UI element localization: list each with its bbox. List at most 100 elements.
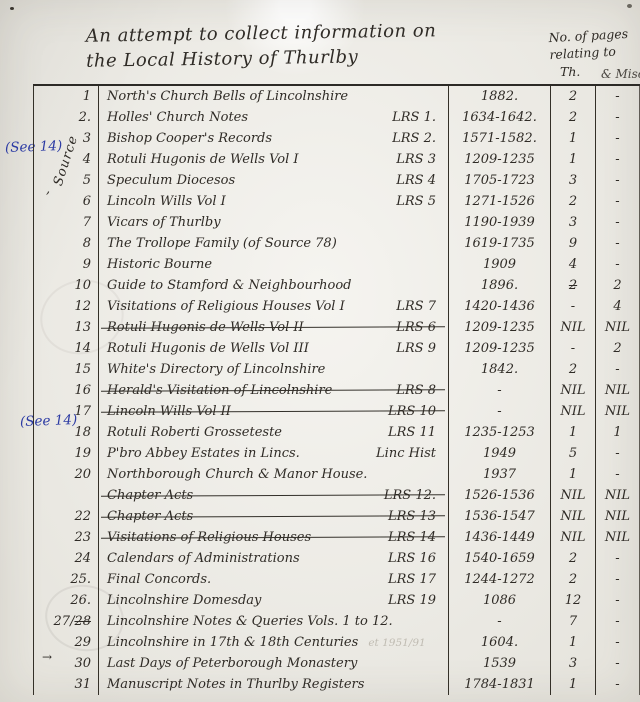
row-misc-pages: 1 <box>613 425 622 440</box>
row-lrs-reference: LRS 11 <box>387 425 436 440</box>
row-title-cell: Lincolnshire in 17th & 18th Centuries et… <box>98 632 448 653</box>
row-date: 1209-1235 <box>464 152 535 167</box>
row-title-cell: Rotuli Hugonis de Wells Vol I LRS 3 <box>98 149 448 170</box>
row-lrs-reference: Linc Hist <box>376 446 436 461</box>
row-title-cell: Last Days of Peterborough Monastery <box>98 653 448 674</box>
row-thurlby-pages-cell: 2 <box>550 275 595 296</box>
row-thurlby-pages: - <box>570 341 576 356</box>
row-thurlby-pages: 2 <box>568 551 578 566</box>
row-thurlby-pages-cell: 2 <box>550 86 595 107</box>
row-thurlby-pages-cell: 7 <box>550 611 595 632</box>
row-thurlby-pages-cell: 3 <box>550 212 595 233</box>
row-thurlby-pages: 7 <box>568 614 578 629</box>
row-date-cell: 1705-1723 <box>448 170 550 191</box>
table-row: 12 Visitations of Religious Houses Vol I… <box>33 296 640 317</box>
pages-header-line2: relating to <box>549 43 617 62</box>
row-misc-pages-cell: - <box>595 611 640 632</box>
row-title-cell: Chapter Acts LRS 13 <box>98 506 448 527</box>
row-thurlby-pages: NIL <box>560 383 586 398</box>
row-lrs-reference: LRS 8 <box>396 383 436 398</box>
row-misc-pages: - <box>615 131 620 146</box>
row-lrs-reference: LRS 6 <box>396 320 436 335</box>
row-number-cell: 15 <box>33 359 98 380</box>
row-misc-pages-cell: - <box>595 233 640 254</box>
column-header-misc: & Misc <box>601 67 640 81</box>
row-thurlby-pages: 4 <box>568 257 578 272</box>
row-title-cell: Lincolnshire Notes & Queries Vols. 1 to … <box>98 611 448 632</box>
row-title-cell: Visitations of Religious Houses LRS 14 <box>98 527 448 548</box>
row-thurlby-pages: 1 <box>568 425 578 440</box>
pages-column-header: No. of pages relating to <box>548 26 629 63</box>
row-title-cell: White's Directory of Lincolnshire <box>98 359 448 380</box>
row-thurlby-pages-cell: 1 <box>550 632 595 653</box>
row-date: 1526-1536 <box>464 488 535 503</box>
row-number: 7 <box>82 215 91 230</box>
row-misc-pages-cell: - <box>595 569 640 590</box>
table-row: 8 The Trollope Family (of Source 78) 161… <box>33 233 640 254</box>
row-misc-pages: NIL <box>604 488 631 503</box>
row-number-cell: 5 <box>33 170 98 191</box>
row-thurlby-pages: 1 <box>568 467 578 482</box>
row-date-cell: 1882. <box>448 86 550 107</box>
table-row: Chapter Acts LRS 12. 1526-1536 NIL NIL <box>33 485 640 506</box>
row-title-cell: Rotuli Hugonis de Wells Vol II LRS 6 <box>98 317 448 338</box>
ink-speck <box>10 7 14 10</box>
table-row: 4 Rotuli Hugonis de Wells Vol I LRS 3 12… <box>33 149 640 170</box>
row-lrs-reference: LRS 10 <box>387 404 436 419</box>
row-title: Rotuli Hugonis de Wells Vol III <box>107 341 309 356</box>
row-misc-pages-cell: NIL <box>595 485 640 506</box>
row-misc-pages: - <box>615 467 620 482</box>
row-date-cell: 1896. <box>448 275 550 296</box>
row-misc-pages: 2 <box>613 341 622 356</box>
row-title-cell: P'bro Abbey Estates in Lincs. Linc Hist <box>98 443 448 464</box>
row-thurlby-pages-cell: NIL <box>550 527 595 548</box>
row-number-cell: 4 <box>33 149 98 170</box>
table-row: 14 Rotuli Hugonis de Wells Vol III LRS 9… <box>33 338 640 359</box>
row-thurlby-pages-cell: 12 <box>550 590 595 611</box>
row-lrs-reference: LRS 2. <box>392 131 436 146</box>
row-thurlby-pages-cell: 2 <box>550 548 595 569</box>
row-title-cell: Northborough Church & Manor House. <box>98 464 448 485</box>
table-row: 9 Historic Bourne 1909 4 - <box>33 254 640 275</box>
row-thurlby-pages-cell: NIL <box>550 401 595 422</box>
table-row: 5 Speculum Diocesos LRS 4 1705-1723 3 - <box>33 170 640 191</box>
row-date-cell: 1842. <box>448 359 550 380</box>
row-thurlby-pages: 2 <box>568 110 578 125</box>
table-row: 22 Chapter Acts LRS 13 1536-1547 NIL NIL <box>33 506 640 527</box>
row-number-cell: 12 <box>33 296 98 317</box>
row-thurlby-pages: NIL <box>560 404 586 419</box>
row-number: 22 <box>74 509 91 524</box>
row-number: 8 <box>82 236 91 251</box>
row-misc-pages: NIL <box>604 320 631 335</box>
row-number-cell: 17 <box>33 401 98 422</box>
row-number: 17 <box>74 404 91 419</box>
row-date: 1539 <box>482 656 517 671</box>
row-date-cell: 1526-1536 <box>448 485 550 506</box>
row-thurlby-pages: 9 <box>568 236 578 251</box>
row-number-cell: 13 <box>33 317 98 338</box>
row-date-cell: 1604. <box>448 632 550 653</box>
row-faint-note: et 1951/91 <box>368 636 426 649</box>
row-date: - <box>497 383 502 398</box>
row-thurlby-pages-cell: 1 <box>550 464 595 485</box>
row-thurlby-pages-cell: NIL <box>550 485 595 506</box>
row-date: 1604. <box>480 635 519 650</box>
row-date-cell: 1619-1735 <box>448 233 550 254</box>
row-number: 23 <box>74 530 91 545</box>
row-thurlby-pages-cell: 1 <box>550 674 595 695</box>
row-misc-pages-cell: - <box>595 212 640 233</box>
row-number-cell: 10 <box>33 275 98 296</box>
row-date: 1190-1939 <box>464 215 535 230</box>
row-number-cell: 19 <box>33 443 98 464</box>
row-title: Vicars of Thurlby <box>107 215 221 230</box>
row-misc-pages: - <box>615 362 620 377</box>
row-date-cell: 1420-1436 <box>448 296 550 317</box>
row-number: 10 <box>74 278 91 293</box>
row-misc-pages-cell: 4 <box>595 296 640 317</box>
table-row: 17 Lincoln Wills Vol II LRS 10 - NIL NIL <box>33 401 640 422</box>
row-thurlby-pages-cell: 4 <box>550 254 595 275</box>
row-thurlby-pages: 1 <box>568 152 578 167</box>
row-misc-pages-cell: NIL <box>595 401 640 422</box>
row-number: 5 <box>82 173 91 188</box>
row-thurlby-pages-cell: 1 <box>550 128 595 149</box>
